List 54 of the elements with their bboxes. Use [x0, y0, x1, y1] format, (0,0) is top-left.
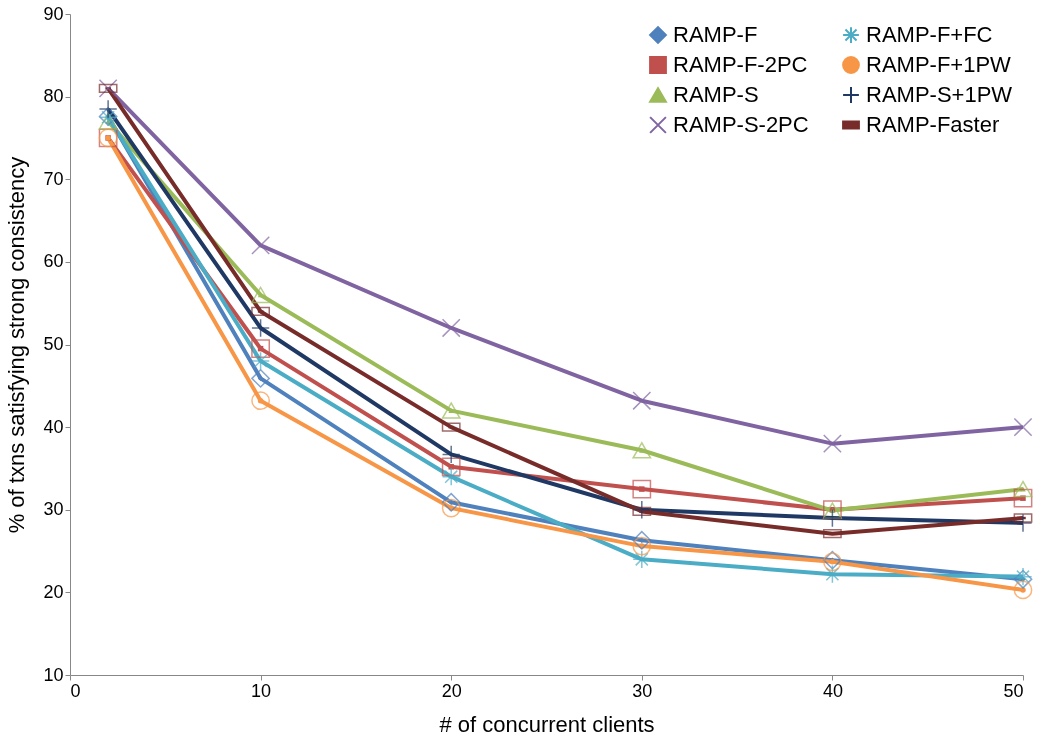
y-tick-label: 50 [43, 334, 64, 354]
point [441, 467, 461, 487]
point [441, 498, 461, 518]
legend-label: RAMP-S [673, 82, 759, 107]
point [251, 286, 271, 304]
x-tick-label: 0 [70, 680, 81, 701]
y-tick-label: 70 [43, 168, 64, 189]
y-tick-label: 30 [43, 499, 64, 520]
point [98, 78, 118, 98]
x-tick-label: 30 [632, 680, 653, 701]
point [251, 318, 271, 338]
x-axis-title: # of concurrent clients [439, 711, 655, 737]
point [98, 99, 118, 119]
point [251, 368, 271, 388]
point [441, 318, 461, 338]
x-tick-label: 10 [251, 680, 272, 701]
point [251, 339, 271, 359]
point [1013, 488, 1033, 508]
point [251, 391, 271, 411]
y-tick-label: 40 [43, 416, 64, 437]
y-tick-label: 10 [43, 664, 64, 685]
point [632, 442, 652, 459]
point [441, 444, 461, 464]
point [441, 457, 461, 477]
point [251, 235, 271, 255]
y-tick-label: 20 [43, 581, 64, 602]
point [632, 536, 652, 556]
x-tick-label: 50 [1003, 680, 1024, 701]
y-tick-label: 60 [43, 251, 64, 272]
point [632, 549, 652, 569]
point [1013, 580, 1033, 600]
point [632, 500, 652, 520]
point [441, 492, 461, 512]
point [632, 530, 652, 550]
point [822, 434, 842, 454]
x-tick-label: 40 [822, 680, 843, 701]
point [441, 402, 461, 419]
point [822, 508, 842, 528]
legend-label: RAMP-F-2PC [673, 52, 808, 77]
y-axis-title: % of txns satisfying strong consistency [4, 156, 30, 534]
legend-label: RAMP-S+1PW [866, 82, 1013, 107]
legend-label: RAMP-S-2PC [673, 112, 809, 137]
y-tick-label: 80 [43, 86, 64, 107]
point [1013, 480, 1033, 498]
point [1013, 417, 1033, 437]
legend-label: RAMP-F [673, 22, 758, 48]
point [632, 391, 652, 411]
point [632, 479, 652, 499]
y-tick-label: 90 [43, 3, 64, 24]
legend-label: RAMP-F+FC [866, 22, 993, 48]
point [251, 351, 271, 371]
legend-label: RAMP-Faster [866, 112, 1000, 137]
legend-label: RAMP-F+1PW [866, 52, 1012, 77]
x-tick-label: 20 [441, 680, 462, 701]
